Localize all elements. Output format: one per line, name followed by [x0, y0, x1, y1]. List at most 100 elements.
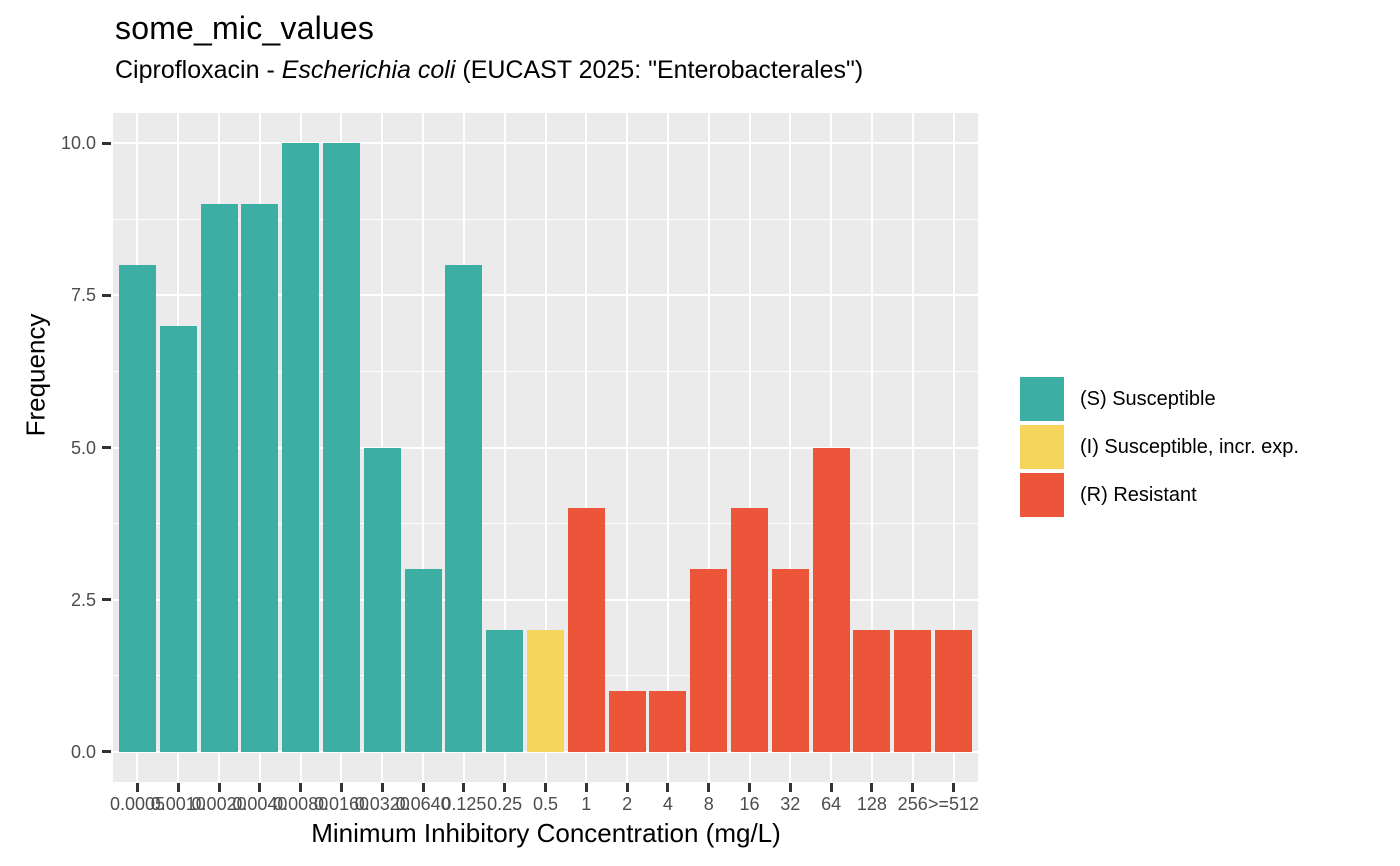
- x-tick: [748, 783, 751, 792]
- x-tick: [258, 783, 262, 792]
- x-tick-label: 0.0160: [313, 794, 370, 814]
- x-tick: [462, 783, 466, 792]
- bar-0.0080: [282, 143, 320, 752]
- x-gridline: [952, 113, 955, 782]
- x-tick-label: 256: [897, 794, 928, 814]
- x-tick: [625, 783, 629, 792]
- legend-swatch-S: [1020, 377, 1064, 421]
- bar-8: [690, 569, 728, 752]
- legend: (S) Susceptible (I) Susceptible, incr. ex…: [1020, 377, 1299, 521]
- subtitle-guideline: (EUCAST 2025: "Enterobacterales"): [455, 56, 864, 84]
- bar-1: [567, 508, 605, 752]
- y-tick: [102, 293, 111, 297]
- y-tick-label: 0.0: [70, 741, 96, 762]
- y-axis-title: Frequency: [20, 313, 51, 437]
- x-tick-label: 64: [821, 794, 842, 814]
- x-tick: [380, 783, 384, 792]
- x-gridline: [585, 113, 588, 782]
- bar-256: [894, 629, 932, 752]
- x-tick-label: 32: [780, 794, 801, 814]
- x-tick: [707, 783, 711, 792]
- legend-label: (I) Susceptible, incr. exp.: [1080, 435, 1299, 458]
- bar-0.0320: [363, 447, 401, 752]
- x-tick-label: 0.0640: [395, 794, 451, 814]
- bar-0.0005: [118, 265, 156, 752]
- y-tick: [102, 598, 111, 602]
- x-tick-label: 0.125: [441, 794, 487, 814]
- x-gridline: [707, 113, 710, 782]
- x-tick: [135, 783, 139, 792]
- bar-0.0640: [404, 569, 442, 752]
- x-gridline: [748, 113, 751, 782]
- x-tick-label: 8: [703, 794, 714, 814]
- x-tick: [339, 783, 343, 792]
- bar-16: [731, 508, 768, 752]
- x-gridline: [911, 113, 914, 782]
- bar-4: [649, 690, 687, 752]
- x-gridline: [789, 113, 792, 782]
- x-tick-label: 0.0020: [191, 794, 247, 814]
- y-tick-label: 10.0: [60, 133, 96, 154]
- x-tick-label: 16: [739, 794, 760, 814]
- bar-32: [771, 569, 809, 752]
- legend-item-I: (I) Susceptible, incr. exp.: [1020, 425, 1299, 469]
- x-tick-label: 2: [622, 794, 633, 814]
- legend-label: (S) Susceptible: [1080, 387, 1216, 410]
- subtitle-species: Escherichia coli: [281, 56, 456, 84]
- x-tick-label: 0.0010: [150, 794, 206, 814]
- x-tick: [176, 783, 180, 792]
- legend-item-S: (S) Susceptible: [1020, 377, 1299, 421]
- x-gridline: [666, 113, 669, 782]
- legend-swatch-I: [1020, 425, 1064, 469]
- x-axis-title: Minimum Inhibitory Concentration (mg/L): [311, 818, 781, 848]
- x-tick: [911, 783, 915, 792]
- x-tick-label: 1: [581, 794, 592, 814]
- x-tick: [503, 783, 507, 792]
- subtitle-antibiotic: Ciprofloxacin -: [115, 56, 282, 84]
- x-tick-label: 0.0005: [109, 794, 165, 814]
- y-tick-label: 7.5: [70, 285, 96, 306]
- y-tick: [102, 446, 111, 449]
- bar-128: [853, 629, 891, 752]
- x-tick: [421, 783, 425, 792]
- bar-0.0010: [159, 325, 197, 752]
- y-tick: [102, 141, 111, 145]
- x-tick-label: 0.0080: [273, 794, 329, 814]
- y-tick: [102, 750, 111, 754]
- bar-0.125: [445, 265, 483, 752]
- bar-0.0040: [241, 204, 279, 752]
- x-tick-label: 0.0040: [232, 794, 288, 814]
- x-tick-label: 0.5: [532, 794, 559, 814]
- x-tick: [870, 783, 874, 792]
- x-tick: [952, 783, 956, 792]
- x-tick: [544, 783, 547, 792]
- x-tick-label: 0.25: [487, 794, 523, 814]
- legend-label: (R) Resistant: [1080, 483, 1197, 506]
- x-tick-label: 128: [856, 794, 887, 814]
- bar-0.0020: [200, 204, 238, 752]
- x-tick: [788, 783, 792, 792]
- bar-2: [608, 690, 646, 752]
- x-tick-label: 0.0320: [354, 794, 410, 814]
- plot-title: some_mic_values: [115, 10, 375, 46]
- x-tick: [299, 783, 303, 792]
- x-gridline: [870, 113, 873, 782]
- x-gridline: [544, 113, 547, 782]
- bar-0.0160: [322, 143, 360, 752]
- bar-64: [812, 447, 850, 752]
- x-gridline: [503, 113, 506, 782]
- legend-swatch-R: [1020, 473, 1064, 517]
- x-tick: [217, 783, 221, 792]
- bar->=512: [935, 629, 973, 752]
- x-gridline: [422, 113, 425, 782]
- x-tick-label: 4: [662, 794, 673, 814]
- plot-panel: [113, 113, 978, 782]
- x-gridline: [626, 113, 629, 782]
- y-tick-label: 2.5: [70, 589, 96, 610]
- x-tick: [666, 783, 670, 792]
- bar-0.5: [527, 629, 564, 752]
- plot-subtitle: Ciprofloxacin - Escherichia coli (EUCAST…: [115, 56, 863, 85]
- legend-item-R: (R) Resistant: [1020, 473, 1299, 517]
- x-tick: [584, 783, 588, 792]
